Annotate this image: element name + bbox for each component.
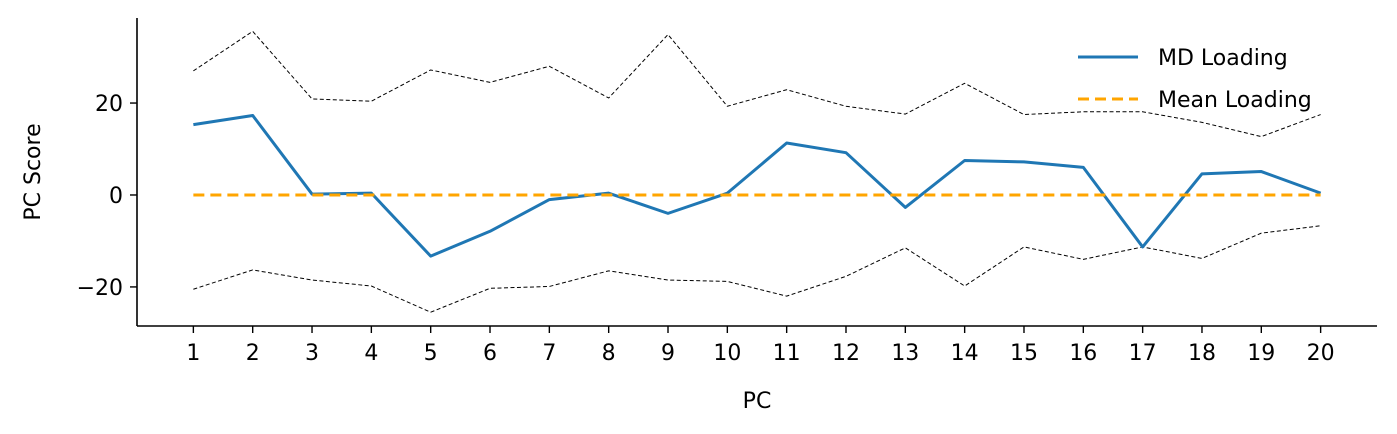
y-axis-label: PC Score <box>21 123 46 220</box>
x-tick-label: 18 <box>1188 341 1216 366</box>
bounds-lines <box>193 30 1321 313</box>
x-tick-label: 13 <box>891 341 919 366</box>
bound-2-line <box>193 30 1321 138</box>
axes <box>136 18 1377 327</box>
y-tick-label: −20 <box>77 276 123 301</box>
x-tick-label: 6 <box>483 341 497 366</box>
x-tick-label: 14 <box>951 341 979 366</box>
x-tick-label: 11 <box>773 341 801 366</box>
bound-3-line <box>193 225 1321 313</box>
x-tick-label: 16 <box>1069 341 1097 366</box>
x-tick-label: 8 <box>602 341 616 366</box>
x-tick-label: 2 <box>246 341 260 366</box>
x-tick-label: 3 <box>305 341 319 366</box>
x-tick-label: 1 <box>186 341 200 366</box>
legend-label: MD Loading <box>1158 46 1288 71</box>
legend: MD Loading Mean Loading <box>1078 46 1312 113</box>
y-tick-label: 0 <box>109 184 123 209</box>
data-lines <box>193 113 1322 258</box>
x-tick-label: 15 <box>1010 341 1038 366</box>
x-tick-label: 5 <box>424 341 438 366</box>
x-tick-label: 20 <box>1307 341 1335 366</box>
x-tick-label: 9 <box>661 341 675 366</box>
x-tick-label: 19 <box>1247 341 1275 366</box>
x-tick-label: 7 <box>542 341 556 366</box>
x-tick-label: 12 <box>832 341 860 366</box>
x-tick-label: 4 <box>364 341 378 366</box>
x-tick-label: 10 <box>713 341 741 366</box>
md-loading-line <box>193 113 1322 258</box>
y-tick-label: 20 <box>95 92 123 117</box>
legend-label: Mean Loading <box>1158 88 1312 113</box>
x-axis-label: PC <box>743 389 772 414</box>
x-tick-label: 17 <box>1129 341 1157 366</box>
